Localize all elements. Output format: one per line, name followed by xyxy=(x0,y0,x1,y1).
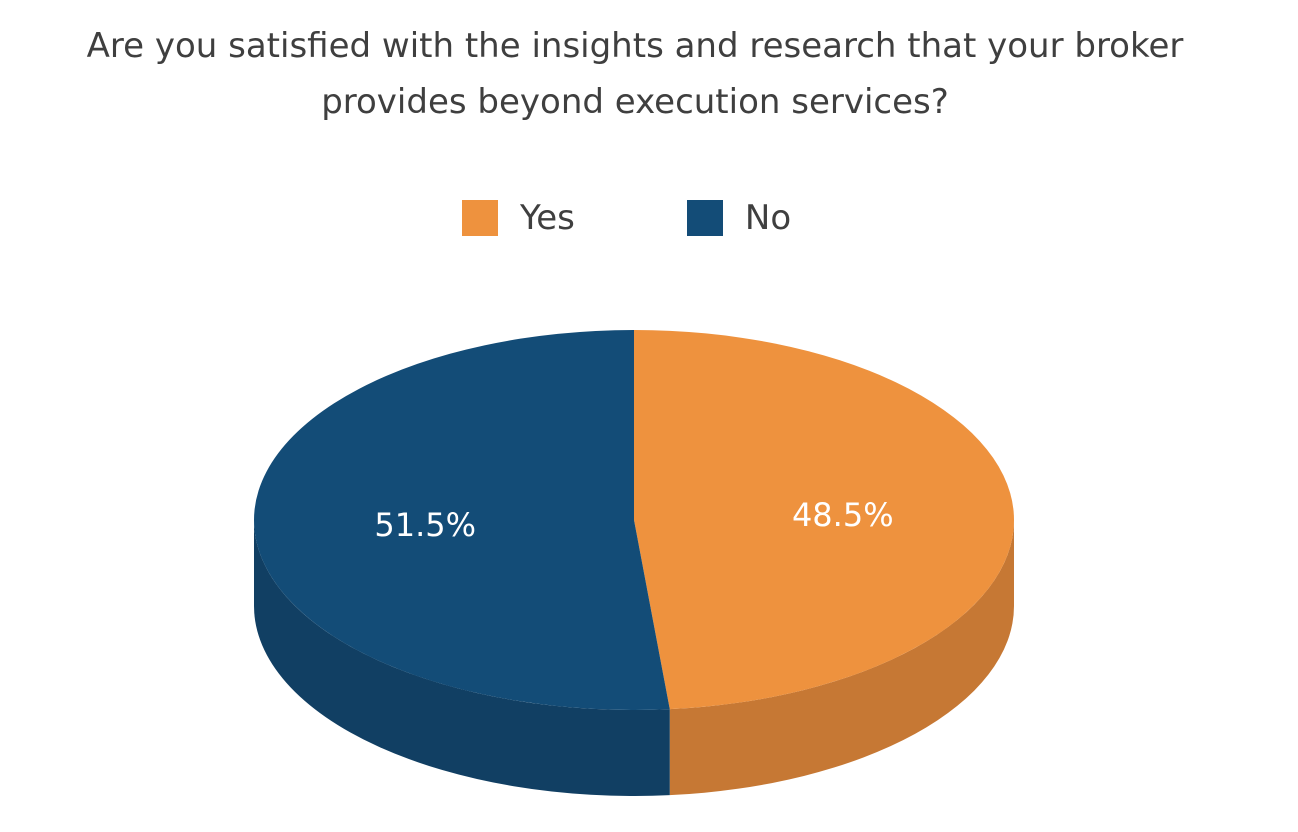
pie-top xyxy=(254,330,1015,710)
legend-label-no: No xyxy=(744,198,792,238)
legend-item-no[interactable]: No xyxy=(686,198,792,238)
pie-slice-no[interactable] xyxy=(254,330,670,710)
pie-labels: 48.5% 51.5% xyxy=(374,496,893,544)
data-label-yes: 48.5% xyxy=(792,496,894,534)
legend-label-yes: Yes xyxy=(520,198,575,238)
pie-slice-yes[interactable] xyxy=(634,330,1015,710)
pie-side-yes xyxy=(669,520,1015,796)
legend-swatch-yes xyxy=(462,200,498,236)
pie-sides xyxy=(254,520,1015,796)
chart-title: Are you satisfied with the insights and … xyxy=(0,18,1270,130)
pie-side-no xyxy=(254,520,670,796)
legend-swatch-no xyxy=(686,200,723,236)
legend-item-yes[interactable]: Yes xyxy=(462,198,575,238)
chart-title-line-2: provides beyond execution services? xyxy=(321,82,949,122)
data-label-no: 51.5% xyxy=(374,506,476,544)
chart-legend: Yes No xyxy=(462,196,791,240)
chart-title-line-1: Are you satisfied with the insights and … xyxy=(86,26,1184,66)
